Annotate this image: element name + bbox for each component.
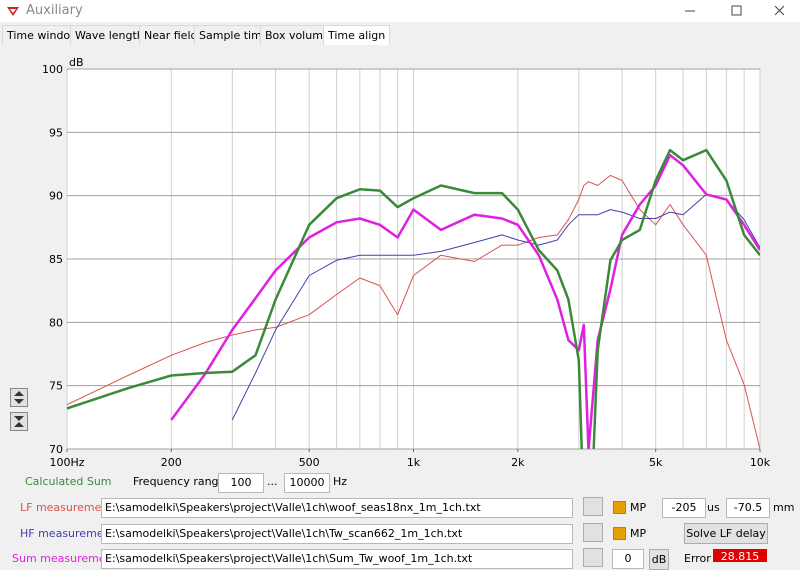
freq-min-input[interactable]: 100 [218,473,264,493]
x-tick-label: 10k [750,456,771,469]
series-line [67,148,760,449]
y-tick-label: 85 [49,253,63,266]
delay-input[interactable]: -205 [662,498,706,518]
y-tick-label: 70 [49,443,63,456]
series-line [170,153,760,449]
gain-unit-button[interactable]: dB [649,549,669,570]
gain-input[interactable]: 0 [612,549,644,569]
x-tick-label: 500 [299,456,320,469]
hf-path-input[interactable]: E:\samodelki\Speakers\project\Valle\1ch\… [101,524,573,544]
x-tick-label: 5k [649,456,663,469]
zoom-buttons[interactable] [10,388,28,432]
freq-max-input[interactable]: 10000 [284,473,330,493]
sum-path-input[interactable]: E:\samodelki\Speakers\project\Valle\1ch\… [101,549,573,569]
x-tick-label: 100Hz [49,456,84,469]
lf-open-button[interactable] [583,497,603,516]
x-tick-label: 200 [161,456,182,469]
freq-range-label: Frequency range [133,475,226,488]
chart-panel: 70 75 80 85 90 95 100 100Hz 200 500 1k 2k 5k 10k dB [0,45,800,470]
hf-mp-checkbox[interactable] [613,527,626,540]
tab[interactable]: Time align [323,25,391,46]
freq-unit: Hz [333,475,348,488]
window-controls[interactable] [680,0,800,22]
title-bar: Auxiliary [0,0,800,22]
hf-label: HF measurement [20,527,115,540]
lf-label: LF measurement [20,501,113,514]
y-tick-label: 100 [42,63,63,76]
distance-input[interactable]: -70.5 [726,498,770,518]
calc-sum-label: Calculated Sum [25,475,112,488]
lf-mp-label: MP [630,501,647,514]
tab[interactable]: Sample time [194,25,274,46]
error-label: Error [684,552,711,565]
y-tick-label: 75 [49,380,63,393]
sum-open-button[interactable] [583,548,603,567]
solve-button[interactable]: Solve LF delay [684,523,768,544]
x-tick-label: 2k [511,456,525,469]
tab[interactable]: Near field [139,25,203,46]
range-sep: ... [267,475,278,488]
x-tick-label: 1k [407,456,421,469]
y-tick-label: 80 [49,316,63,329]
y-axis-label: dB [69,56,84,69]
series-line [231,193,760,421]
lf-mp-checkbox[interactable] [613,501,626,514]
tab[interactable]: Wave length [70,25,149,46]
delay-unit: us [707,501,720,514]
window-title: Auxiliary [26,3,83,18]
hf-open-button[interactable] [583,523,603,542]
app-icon [7,7,19,16]
error-value: 28.815 [713,549,767,563]
lf-path-input[interactable]: E:\samodelki\Speakers\project\Valle\1ch\… [101,498,573,518]
y-tick-label: 90 [49,190,63,203]
distance-unit: mm [773,501,795,514]
hf-mp-label: MP [630,527,647,540]
y-tick-label: 95 [49,126,63,139]
tab[interactable]: Time window [2,25,85,46]
chart: 70 75 80 85 90 95 100 100Hz 200 500 1k 2k 5k 10k dB [42,56,771,469]
